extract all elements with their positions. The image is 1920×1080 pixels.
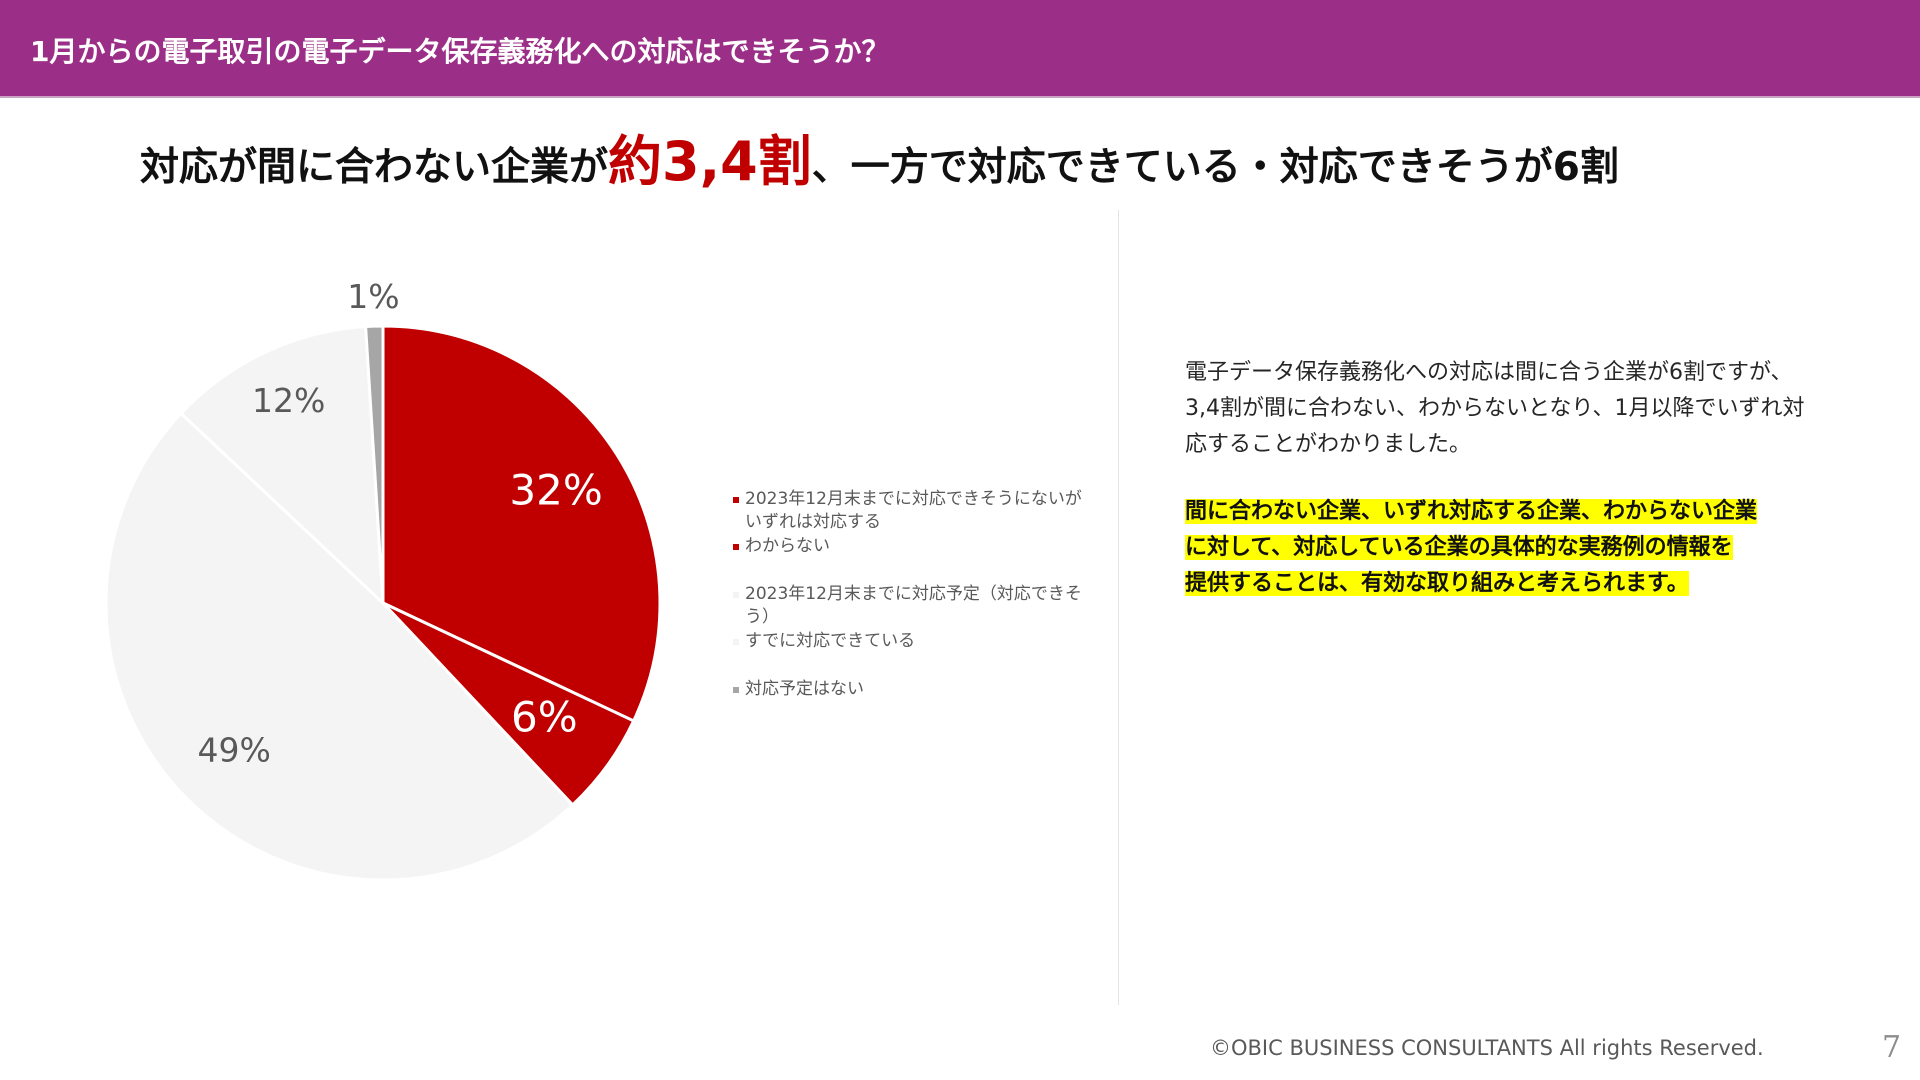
legend-item: 2023年12月末までに対応予定（対応できそう） [733,583,1093,629]
legend-marker [733,544,739,550]
summary-paragraph: 電子データ保存義務化への対応は間に合う企業が6割ですが、3,4割が間に合わない、… [1185,360,1805,457]
slice-data-label: 1% [347,277,399,316]
legend-label: 2023年12月末までに対応できそうにないがいずれは対応する [745,489,1082,532]
highlight-line: 間に合わない企業、いずれ対応する企業、わからない企業 [1185,499,1758,524]
legend-item: わからない [733,535,1093,558]
header-bar: 1月からの電子取引の電子データ保存義務化への対応はできそうか？ [0,0,1920,98]
headline: 対応が間に合わない企業が約3,4割、一方で対応できている・対応できそうが6割 [140,122,1619,202]
legend-item: すでに対応できている [733,630,1093,653]
highlight-line: 提供することは、有効な取り組みと考えられます。 [1185,571,1689,596]
vertical-divider [1118,210,1119,1005]
highlighted-conclusion: 間に合わない企業、いずれ対応する企業、わからない企業 に対して、対応している企業… [1185,494,1805,602]
legend-item: 対応予定はない [733,678,1093,701]
legend-label: 2023年12月末までに対応予定（対応できそう） [745,584,1082,627]
legend-label: すでに対応できている [745,631,916,651]
legend-item: 2023年12月末までに対応できそうにないがいずれは対応する [733,488,1093,534]
pie-slice [364,324,385,604]
headline-after: 、一方で対応できている・対応できそうが6割 [811,145,1619,190]
slice-data-label: 49% [197,730,270,769]
slice-data-label: 6% [511,693,578,742]
footer-copyright: ©OBIC BUSINESS CONSULTANTS All rights Re… [1210,1036,1764,1060]
pie-slice [381,324,662,723]
slice-data-label: 12% [252,381,325,420]
slice-data-label: 32% [509,466,602,515]
legend-marker [733,639,739,645]
legend-label: 対応予定はない [745,679,864,699]
page-number: 7 [1882,1030,1902,1065]
pie-slice [178,324,385,607]
legend-marker [733,592,739,598]
header-title: 1月からの電子取引の電子データ保存義務化への対応はできそうか？ [30,35,890,68]
legend-marker [733,687,739,693]
headline-before: 対応が間に合わない企業が [140,145,609,190]
pie-chart: 32% 6% 49% 12% 1% [104,277,662,882]
pie-slice [104,411,575,882]
headline-highlight: 約3,4割 [608,130,812,193]
legend-label: わからない [745,536,830,556]
legend-marker [733,497,739,503]
highlight-line: に対して、対応している企業の具体的な実務例の情報を [1185,535,1733,560]
